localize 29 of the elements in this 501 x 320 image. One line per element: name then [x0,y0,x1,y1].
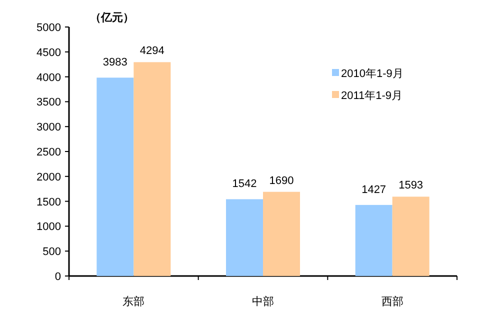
y-tick-label: 1000 [36,221,61,234]
bar [134,62,171,276]
y-tick-label: 2000 [36,171,61,184]
y-axis-title: （亿元） [90,12,134,24]
x-tick-label: 东部 [122,295,145,308]
y-tick-label: 1500 [36,196,61,208]
legend-label: 2010年1-9月 [341,68,404,80]
y-tick-label: 500 [42,246,61,258]
x-tick-label: 中部 [252,295,274,308]
x-tick-label: 西部 [381,295,404,308]
y-tick-label: 4500 [36,46,61,59]
bar [392,196,430,276]
data-label: 1593 [398,180,424,192]
y-tick-label: 3500 [36,96,61,109]
y-tick-label: 3000 [36,122,61,134]
y-tick-label: 2500 [36,146,61,158]
bar [263,192,300,276]
data-label: 3983 [102,56,128,69]
y-tick-label: 4000 [36,72,61,84]
data-label: 1427 [362,184,386,196]
data-label: 4294 [140,45,164,58]
bar [96,78,134,276]
data-label: 1690 [269,174,294,187]
bar [355,204,392,276]
y-tick-label: 0 [54,271,61,283]
y-tick-label: 5000 [36,22,61,34]
legend-label: 2011年1-9月 [341,90,403,102]
bar [226,199,263,276]
data-label: 1542 [232,178,257,190]
